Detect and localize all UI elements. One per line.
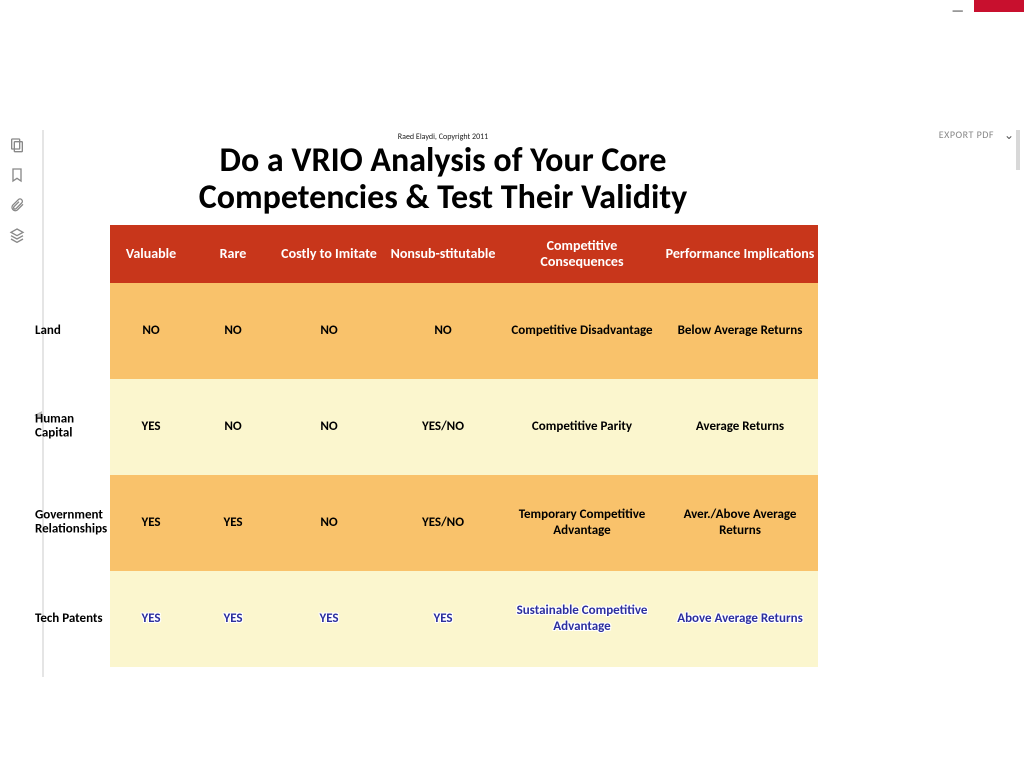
- cell: YES: [192, 571, 274, 667]
- cell: NO: [274, 475, 384, 571]
- app-close-region[interactable]: [974, 0, 1024, 12]
- right-panel-chevron-icon[interactable]: ⌄: [1004, 128, 1014, 143]
- layers-icon[interactable]: [8, 226, 26, 244]
- header-performance: Performance Implications: [662, 225, 818, 283]
- cell: Temporary Competitive Advantage: [502, 475, 662, 571]
- table-row-human: Human Capital YES NO NO YES/NO Competiti…: [110, 379, 818, 475]
- table-row-tech: Tech Patents YES YES YES YES Sustainable…: [110, 571, 818, 667]
- table-header-row: Valuable Rare Costly to Imitate Nonsub-s…: [110, 225, 818, 283]
- header-consequences: Competitive Consequences: [502, 225, 662, 283]
- table-row-land: Land NO NO NO NO Competitive Disadvantag…: [110, 283, 818, 379]
- cell: Below Average Returns: [662, 283, 818, 379]
- header-nonsub: Nonsub-stitutable: [384, 225, 502, 283]
- export-pdf-label[interactable]: EXPORT PDF: [939, 128, 994, 141]
- cell: YES: [192, 475, 274, 571]
- slide-title: Do a VRIO Analysis of Your Core Competen…: [44, 142, 842, 225]
- header-rare: Rare: [192, 225, 274, 283]
- cell: Average Returns: [662, 379, 818, 475]
- cell: Competitive Disadvantage: [502, 283, 662, 379]
- cell: Aver./Above Average Returns: [662, 475, 818, 571]
- cell: YES: [110, 379, 192, 475]
- cell: YES/NO: [384, 379, 502, 475]
- cell: YES: [110, 571, 192, 667]
- cell: Competitive Parity: [502, 379, 662, 475]
- attachment-icon[interactable]: [8, 196, 26, 214]
- document-viewport: Raed Elaydi, Copyright 2011 Do a VRIO An…: [42, 130, 842, 677]
- thumbnails-icon[interactable]: [8, 136, 26, 154]
- window-minimize-button[interactable]: —: [951, 2, 964, 19]
- cell: NO: [384, 283, 502, 379]
- cell: NO: [110, 283, 192, 379]
- table-row-gov: Government Relationships YES YES NO YES/…: [110, 475, 818, 571]
- vrio-table: Valuable Rare Costly to Imitate Nonsub-s…: [110, 225, 818, 667]
- header-imitate: Costly to Imitate: [274, 225, 384, 283]
- bookmark-icon[interactable]: [8, 166, 26, 184]
- left-toolbar: [0, 130, 34, 244]
- right-scrollbar[interactable]: [1016, 130, 1020, 170]
- cell: NO: [192, 283, 274, 379]
- title-line-1: Do a VRIO Analysis of Your Core: [220, 140, 667, 181]
- cell: NO: [274, 283, 384, 379]
- cell: YES/NO: [384, 475, 502, 571]
- cell: YES: [110, 475, 192, 571]
- cell: Above Average Returns: [662, 571, 818, 667]
- title-line-2: Competencies & Test Their Validity: [199, 177, 688, 218]
- cell: NO: [274, 379, 384, 475]
- cell: NO: [192, 379, 274, 475]
- cell: Sustainable Competitive Advantage: [502, 571, 662, 667]
- cell: YES: [274, 571, 384, 667]
- header-valuable: Valuable: [110, 225, 192, 283]
- cell: YES: [384, 571, 502, 667]
